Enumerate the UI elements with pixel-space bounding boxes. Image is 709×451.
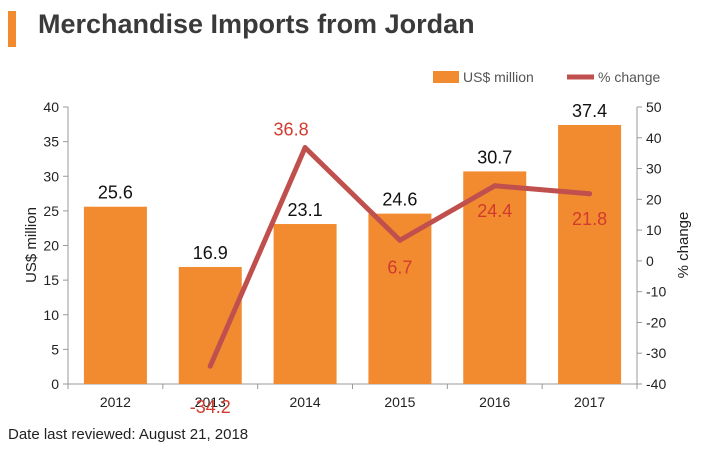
y2-tick-label: -30 [646,345,666,361]
line-data-label: -34.2 [190,397,231,417]
y2-tick-label: 10 [646,222,662,238]
line-point [397,237,403,243]
x-tick-label: 2013 [195,394,226,410]
bar [273,224,337,384]
y2-tick-label: -10 [646,284,666,300]
bar-data-label: 24.6 [382,190,417,210]
line-point [302,145,308,151]
x-tick-label: 2012 [100,394,131,410]
y-axis-title: US$ million [23,207,40,283]
line-data-label: 24.4 [477,201,512,221]
x-tick-label: 2016 [479,394,510,410]
bar-data-label: 30.7 [477,147,512,167]
legend: US$ million % change [433,69,660,85]
bar-data-label: 23.1 [288,200,323,220]
y-tick-label: 0 [51,376,59,392]
y-tick-label: 10 [43,307,59,323]
y2-tick-label: -40 [646,376,666,392]
bar [463,171,527,384]
title-accent-bar [8,11,16,47]
y2-tick-label: 0 [646,253,654,269]
chart-svg: US$ million % change US$ million % chang… [23,69,692,417]
y-tick-label: 15 [43,272,59,288]
bar-data-label: 16.9 [193,243,228,263]
bar [558,125,622,384]
line-data-label: 6.7 [387,257,412,277]
chart-title: Merchandise Imports from Jordan [38,9,475,39]
footer-note: Date last reviewed: August 21, 2018 [8,426,249,443]
y2-tick-label: 30 [646,161,662,177]
y2-axis-title: % change [675,212,692,279]
y-tick-label: 40 [43,99,59,115]
y-tick-label: 30 [43,168,59,184]
legend-bar-swatch [433,71,459,83]
legend-line-label: % change [598,69,660,85]
y-tick-label: 25 [43,203,59,219]
y-tick-label: 35 [43,134,59,150]
x-tick-label: 2015 [384,394,415,410]
line-data-label: 21.8 [572,209,607,229]
bar-data-label: 25.6 [98,183,133,203]
line-point [207,363,213,369]
y-tick-label: 20 [43,238,59,254]
y-tick-label: 5 [51,341,59,357]
y2-tick-label: 20 [646,191,662,207]
x-tick-label: 2014 [290,394,321,410]
bar [83,206,147,384]
x-tick-label: 2017 [574,394,605,410]
y2-tick-label: 40 [646,130,662,146]
plot-area: 0 5 10 15 20 25 30 35 40 -40 -30 -20 -10 0 10 20 30 40 50 2… [43,99,666,417]
legend-bar-label: US$ million [463,69,534,85]
line-point [492,183,498,189]
line-data-label: 36.8 [274,120,309,140]
y2-tick-label: 50 [646,99,662,115]
line-point [587,191,593,197]
y2-tick-label: -20 [646,314,666,330]
bar-data-label: 37.4 [572,101,607,121]
